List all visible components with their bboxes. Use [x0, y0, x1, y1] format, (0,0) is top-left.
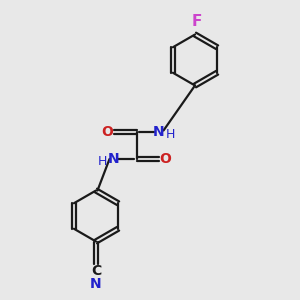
Text: N: N: [153, 125, 165, 139]
Text: C: C: [91, 264, 101, 278]
Text: H: H: [98, 155, 107, 169]
Text: N: N: [108, 152, 120, 166]
Text: H: H: [166, 128, 175, 142]
Text: F: F: [191, 14, 202, 29]
Text: O: O: [160, 152, 172, 166]
Text: O: O: [101, 125, 113, 139]
Text: N: N: [90, 278, 102, 292]
